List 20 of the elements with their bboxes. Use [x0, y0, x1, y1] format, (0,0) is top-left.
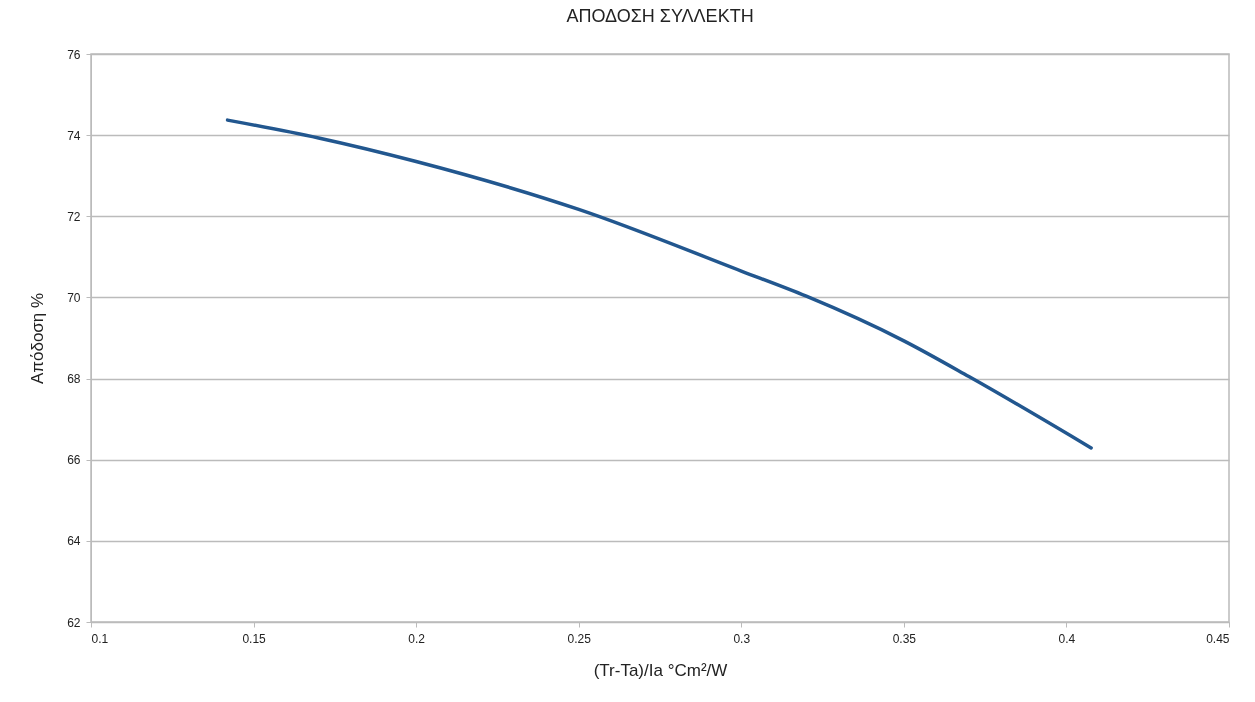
x-tick-label: 0.2 [408, 631, 426, 646]
x-tick-label: 0.45 [1206, 631, 1230, 646]
y-tick-label: 72 [67, 209, 81, 224]
y-axis-title: Απόδοση % [28, 292, 48, 385]
x-axis-title: (Tr-Ta)/Ia °Cm²/W [593, 660, 728, 680]
x-tick-label: 0.35 [892, 631, 917, 646]
x-tick-label: 0.4 [1058, 631, 1076, 646]
line-series [225, 118, 1093, 450]
y-tick-label: 74 [67, 128, 81, 143]
x-tick-label: 0.1 [91, 631, 109, 646]
y-tick-label: 64 [67, 534, 81, 549]
x-tick-label: 0.3 [733, 631, 751, 646]
y-tick-label: 66 [67, 453, 81, 468]
chart-title: ΑΠΟΔΟΣΗ ΣΥΛΛΕΚΤΗ [566, 6, 754, 26]
y-tick-label: 68 [67, 372, 81, 387]
y-tick-label: 70 [67, 290, 81, 305]
x-tick-label: 0.15 [242, 631, 267, 646]
y-tick-label: 62 [67, 615, 81, 630]
y-tick-label: 76 [67, 47, 81, 62]
x-tick-label: 0.25 [567, 631, 592, 646]
